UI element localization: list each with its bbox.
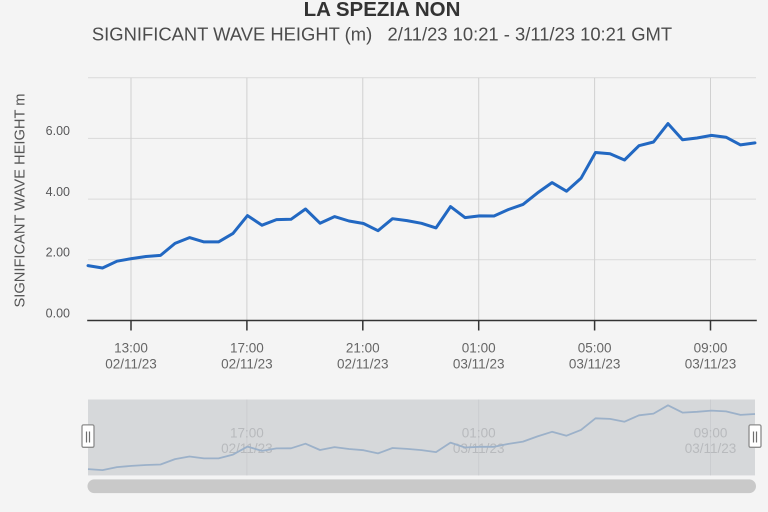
svg-text:SIGNIFICANT WAVE HEIGHT m: SIGNIFICANT WAVE HEIGHT m <box>13 93 29 307</box>
svg-text:03/11/23: 03/11/23 <box>569 356 621 371</box>
svg-text:09:00: 09:00 <box>694 426 728 441</box>
svg-text:03/11/23: 03/11/23 <box>453 356 505 371</box>
svg-text:02/11/23: 02/11/23 <box>221 441 273 456</box>
svg-text:03/11/23: 03/11/23 <box>685 441 737 456</box>
svg-text:2.00: 2.00 <box>46 246 70 260</box>
svg-text:21:00: 21:00 <box>346 340 380 355</box>
svg-text:01:00: 01:00 <box>462 340 496 355</box>
svg-text:02/11/23: 02/11/23 <box>221 356 273 371</box>
svg-text:02/11/23: 02/11/23 <box>337 356 389 371</box>
svg-text:4.00: 4.00 <box>46 185 70 199</box>
svg-text:03/11/23: 03/11/23 <box>685 356 737 371</box>
svg-text:17:00: 17:00 <box>230 426 264 441</box>
svg-text:02/11/23: 02/11/23 <box>105 356 157 371</box>
svg-text:05:00: 05:00 <box>578 340 612 355</box>
svg-text:6.00: 6.00 <box>46 124 70 138</box>
svg-text:17:00: 17:00 <box>230 340 264 355</box>
svg-text:13:00: 13:00 <box>114 340 148 355</box>
svg-text:03/11/23: 03/11/23 <box>453 441 505 456</box>
svg-text:LA SPEZIA NON: LA SPEZIA NON <box>304 0 461 21</box>
svg-text:0.00: 0.00 <box>46 306 70 320</box>
svg-text:01:00: 01:00 <box>462 426 496 441</box>
svg-text:SIGNIFICANT WAVE HEIGHT (m): SIGNIFICANT WAVE HEIGHT (m) 2/11/23 10:2… <box>92 23 672 44</box>
svg-text:09:00: 09:00 <box>694 340 728 355</box>
